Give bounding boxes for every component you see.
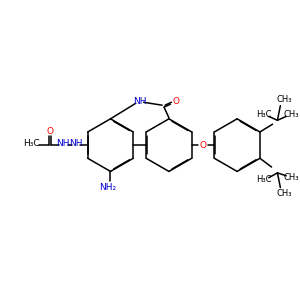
Text: NH: NH <box>133 97 146 106</box>
Text: NH₂: NH₂ <box>99 184 116 193</box>
Text: CH₃: CH₃ <box>283 110 299 119</box>
Text: H₃C: H₃C <box>256 110 272 119</box>
Text: CH₃: CH₃ <box>283 173 299 182</box>
Text: CH₃: CH₃ <box>277 189 292 198</box>
Text: NH: NH <box>69 139 83 148</box>
Text: O: O <box>172 97 179 106</box>
Text: H₃C: H₃C <box>256 175 272 184</box>
Text: NH: NH <box>57 139 70 148</box>
Text: O: O <box>200 141 206 150</box>
Text: O: O <box>46 128 54 136</box>
Text: CH₃: CH₃ <box>277 95 292 104</box>
Text: H₃C: H₃C <box>23 139 40 148</box>
